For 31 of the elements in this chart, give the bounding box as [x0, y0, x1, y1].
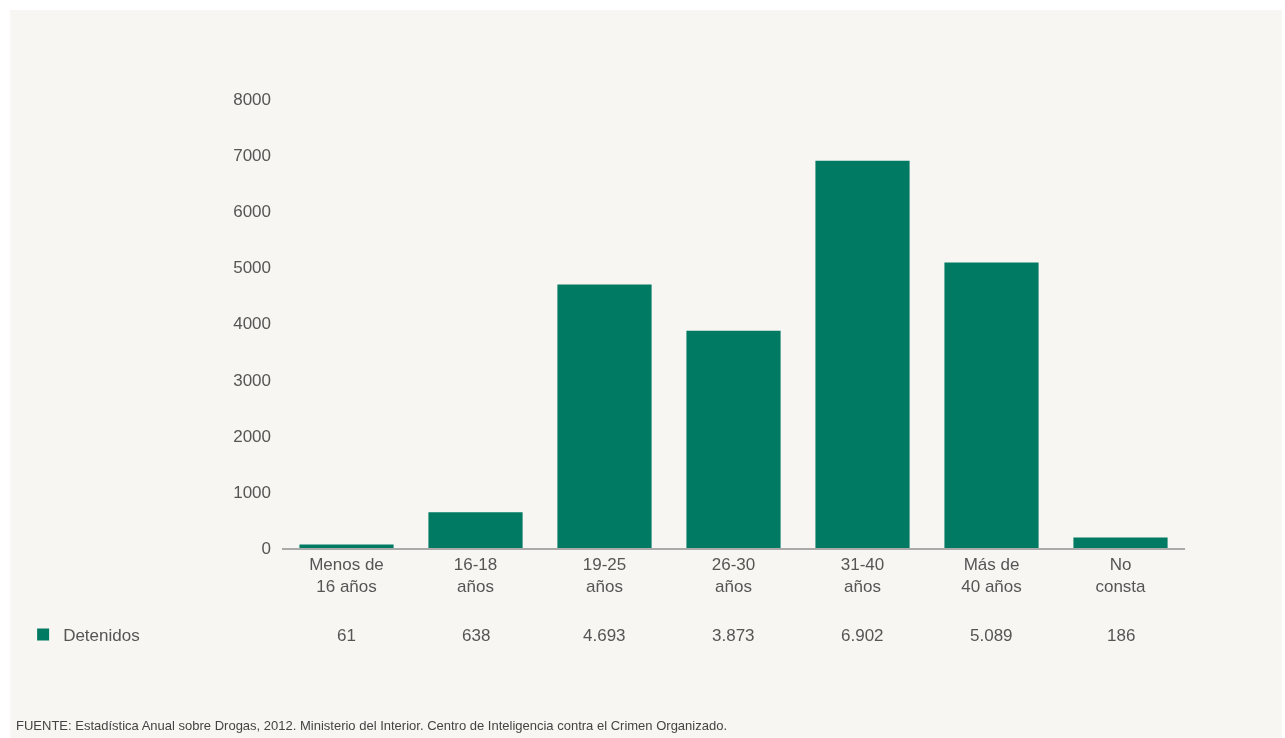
bar [944, 262, 1039, 548]
y-tick-label: 2000 [233, 426, 271, 446]
data-label: 61 [337, 626, 356, 645]
data-label: 4.693 [583, 626, 626, 645]
bar [428, 512, 523, 548]
x-tick-label: Menos de 16 años [309, 555, 384, 597]
y-tick-label: 7000 [233, 146, 271, 166]
data-label: 638 [462, 626, 491, 645]
data-label: 186 [1107, 626, 1136, 645]
x-tick-label: 16-18 años [453, 555, 498, 597]
x-tick-label: 19-25 años [582, 555, 627, 597]
x-tick-label: 31-40 años [840, 555, 885, 597]
x-tick-label: Más de 40 años [961, 555, 1022, 597]
data-label: 3.873 [712, 626, 755, 645]
y-tick-label: 4000 [233, 314, 271, 334]
data-label: 6.902 [841, 626, 884, 645]
y-tick-label: 3000 [233, 370, 271, 390]
bar [557, 284, 652, 548]
bar [686, 330, 781, 548]
bar [1073, 537, 1168, 548]
y-tick-label: 6000 [233, 202, 271, 222]
y-tick-label: 5000 [233, 258, 271, 278]
x-tick-label: 26-30 años [711, 555, 756, 597]
y-tick-label: 1000 [233, 482, 271, 502]
y-tick-label: 8000 [233, 89, 271, 109]
legend-label: Detenidos [63, 626, 140, 646]
source-note: FUENTE: Estadística Anual sobre Drogas, 2012. Ministerio del Interior. Centro de Inteligencia contra el Crimen Organizado. [16, 718, 728, 733]
y-tick-label: 0 [261, 538, 271, 558]
x-tick-label: No consta [1095, 555, 1147, 597]
data-label: 5.089 [970, 626, 1013, 645]
bar [815, 160, 910, 548]
